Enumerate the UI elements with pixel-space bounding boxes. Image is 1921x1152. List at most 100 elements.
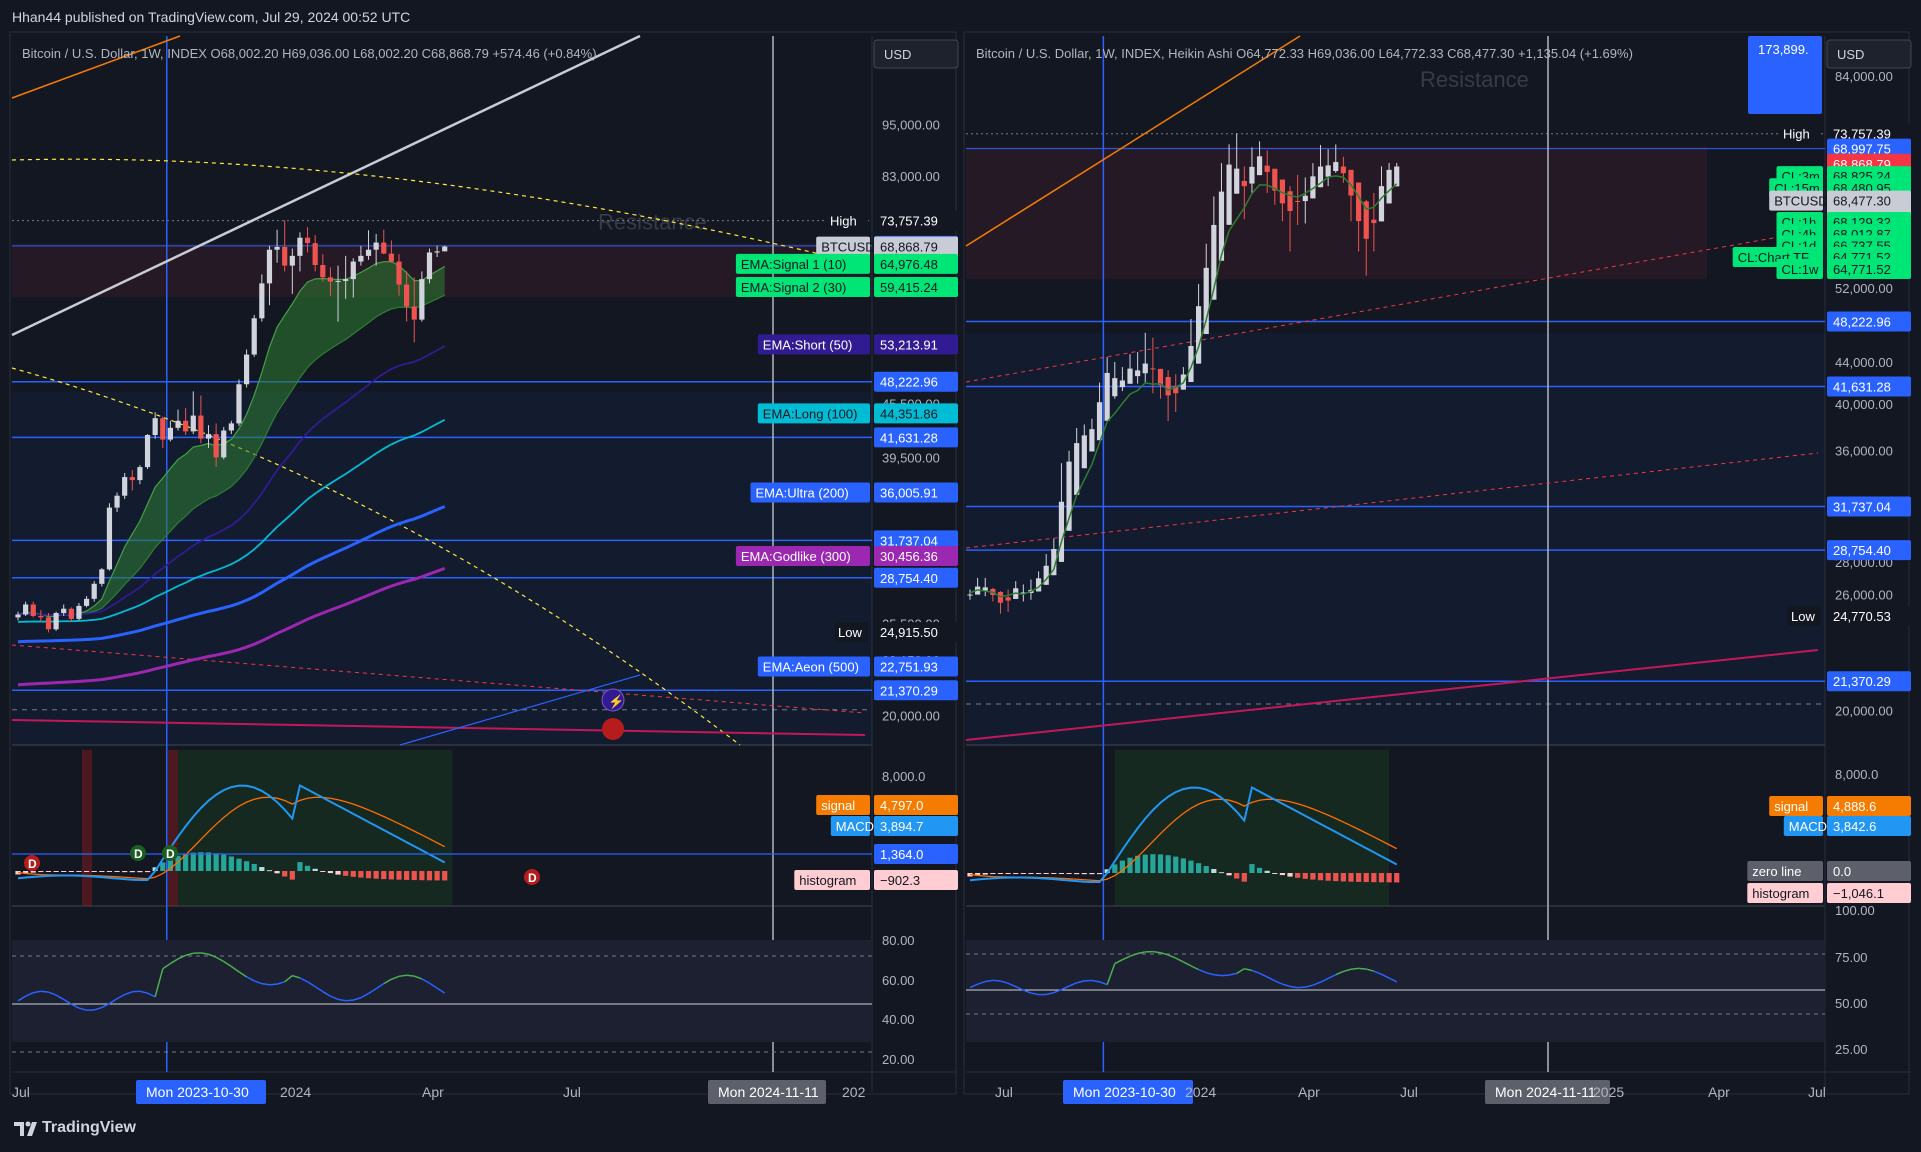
candle xyxy=(244,354,250,385)
chart-legend: Bitcoin / U.S. Dollar, 1W, INDEX O68,002… xyxy=(22,46,597,61)
price-label-value: 31,737.04 xyxy=(880,533,938,548)
macd-histogram-bar xyxy=(1272,873,1278,874)
price-label-value: 44,351.86 xyxy=(880,406,938,421)
candle xyxy=(83,598,90,606)
currency-button[interactable] xyxy=(1826,39,1912,69)
price-label-box xyxy=(1827,605,1911,626)
rsi-line xyxy=(1061,985,1070,991)
rsi-line xyxy=(345,999,354,1002)
candle xyxy=(198,415,204,439)
price-label-value: 24,770.53 xyxy=(1833,609,1891,624)
time-marker-box xyxy=(1485,1080,1610,1104)
candle xyxy=(358,255,364,262)
candle xyxy=(1356,182,1362,222)
macd-histogram-bar xyxy=(198,852,204,871)
rsi-tick: 40.00 xyxy=(882,1012,915,1027)
candle xyxy=(1135,370,1141,377)
event-icon xyxy=(601,688,625,712)
rsi-line xyxy=(261,982,270,986)
rsi-band xyxy=(966,940,1825,1042)
tradingview-logo-icon xyxy=(14,1121,37,1136)
price-tick: 36,000.00 xyxy=(1835,444,1893,459)
candle xyxy=(1157,368,1164,386)
price-tick: 84,000.00 xyxy=(1835,69,1893,84)
macd-histogram-bar xyxy=(990,873,996,875)
rsi-line xyxy=(1381,973,1390,979)
candle xyxy=(1074,443,1080,495)
candle xyxy=(1363,201,1369,239)
price-label-name: EMA:Long (100) xyxy=(763,406,858,421)
price-label-tag xyxy=(1769,190,1823,211)
price-label-name: EMA:Short (50) xyxy=(763,337,853,352)
macd-histogram-bar xyxy=(1302,873,1308,879)
price-tick: 20,000.00 xyxy=(1835,704,1893,719)
candle xyxy=(1340,166,1346,174)
resistance-label: Resistance xyxy=(1420,67,1529,92)
macd-bear-zone xyxy=(168,750,178,906)
candle xyxy=(114,495,120,508)
macd-histogram-bar xyxy=(53,871,59,872)
price-label-tag xyxy=(735,253,870,274)
price-label-box xyxy=(874,482,958,503)
rsi-line xyxy=(1213,974,1222,977)
macd-histogram-bar xyxy=(1340,873,1346,882)
rsi-line xyxy=(1053,988,1062,994)
time-tick: Jul xyxy=(995,1084,1013,1100)
macd-label-value: 0.0 xyxy=(1833,864,1851,879)
macd-histogram-bar xyxy=(1386,873,1392,883)
rsi-line xyxy=(1305,984,1314,988)
macd-histogram-bar xyxy=(1157,854,1164,873)
trend-line xyxy=(965,35,1301,247)
panel-border xyxy=(963,31,1910,1095)
macd-histogram-bar xyxy=(1165,855,1171,873)
rsi-line xyxy=(139,990,148,994)
macd-label-name: MACD xyxy=(836,819,874,834)
price-tick: 83,000.00 xyxy=(882,169,940,184)
rsi-line xyxy=(292,974,301,979)
rsi-line xyxy=(276,981,285,985)
candle xyxy=(1096,402,1103,441)
macd-label-value: 3,842.6 xyxy=(1833,819,1876,834)
rsi-line xyxy=(1068,982,1077,987)
price-label-value: 48,222.96 xyxy=(880,375,938,390)
macd-histogram-bar xyxy=(45,871,52,872)
charts-canvas[interactable]: ResistanceDDDD95,000.0083,000.0061,500.0… xyxy=(0,0,1921,1108)
price-label-tag xyxy=(1787,605,1821,626)
price-label-box xyxy=(1827,540,1911,561)
chart-panel-2: Resistance 84,000.00 52,000.00 44,000.00 40,… xyxy=(963,31,1912,1104)
price-label-box xyxy=(1827,138,1911,159)
macd-histogram-bar xyxy=(1371,873,1377,883)
rsi-line xyxy=(124,991,133,996)
rsi-tick: 25.00 xyxy=(1835,1042,1868,1057)
trend-line xyxy=(965,649,1819,741)
price-label-name: EMA:Ultra (200) xyxy=(756,485,849,500)
macd-label-box xyxy=(1827,816,1911,836)
price-label-box xyxy=(874,567,958,588)
rsi-line xyxy=(1023,989,1032,994)
currency-button[interactable] xyxy=(873,39,959,69)
macd-label-name: histogram xyxy=(1752,886,1809,901)
macd-label-tag xyxy=(1769,796,1823,816)
rsi-line xyxy=(1076,980,1085,984)
candle xyxy=(982,587,988,591)
macd-histogram-bar xyxy=(1333,873,1339,882)
macd-histogram-bar xyxy=(106,871,113,872)
macd-histogram-bar xyxy=(1325,873,1331,881)
rsi-line xyxy=(398,974,407,978)
candle xyxy=(404,284,410,307)
time-tick: Apr xyxy=(1708,1084,1730,1100)
macd-marker-text: D xyxy=(166,847,175,861)
candle xyxy=(61,608,67,614)
candle xyxy=(266,249,273,284)
rsi-tick: 20.00 xyxy=(882,1052,915,1067)
macd-label-tag xyxy=(794,870,870,890)
price-label-name: Low xyxy=(1791,609,1815,624)
candle xyxy=(23,604,29,615)
macd-histogram-bar xyxy=(1013,873,1019,874)
rsi-line xyxy=(1206,971,1215,976)
price-label-name: BTCUSD xyxy=(821,240,874,255)
rsi-line xyxy=(421,978,430,984)
macd-histogram-bar xyxy=(426,871,433,881)
candle xyxy=(1020,592,1026,594)
macd-histogram-bar xyxy=(1356,873,1362,882)
